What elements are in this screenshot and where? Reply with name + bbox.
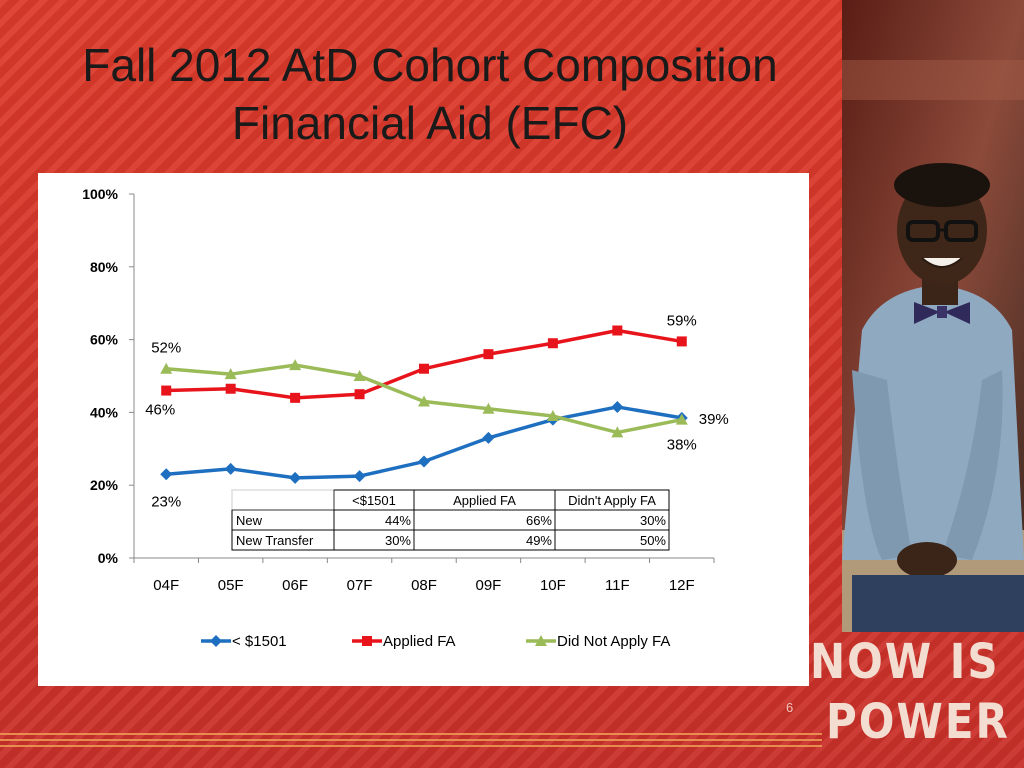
data-table-value: New (236, 513, 263, 528)
data-point-series-1 (354, 389, 365, 400)
data-point-series-1 (419, 363, 429, 374)
title-line-1: Fall 2012 AtD Cohort Composition (82, 39, 778, 91)
y-tick-label: 20% (90, 477, 119, 493)
y-tick-label: 0% (98, 550, 119, 566)
data-point-series-0 (611, 400, 624, 413)
data-point-series-2 (224, 368, 237, 380)
y-tick-label: 100% (82, 186, 118, 202)
title-line-2: Financial Aid (EFC) (231, 97, 629, 149)
data-table-value: New Transfer (236, 533, 314, 548)
data-point-series-0 (224, 462, 237, 475)
data-point-series-1 (547, 338, 558, 349)
y-tick-label: 40% (90, 404, 119, 420)
data-point-series-1 (161, 385, 172, 396)
legend-label: Did Not Apply FA (557, 633, 670, 650)
line-chart: 0% 20% 40% 60% 80% 100% 04F 05F 06F 07F 08F 09F 10F 1… (82, 186, 729, 650)
data-table-value: 30% (640, 513, 666, 528)
data-point-series-2 (160, 362, 173, 374)
x-tick-label: 10F (540, 577, 566, 594)
data-table-header: Applied FA (453, 493, 516, 508)
data-point-series-1 (483, 349, 494, 360)
data-point-series-0 (482, 431, 495, 444)
x-tick-label: 12F (669, 577, 695, 594)
footer-decoration (0, 733, 822, 749)
data-point-series-1 (676, 336, 687, 347)
data-point-series-2 (611, 426, 624, 438)
legend-marker (362, 636, 372, 646)
data-point-series-1 (290, 392, 301, 403)
data-point-series-0 (418, 455, 430, 468)
logo-text-line-1: NOW IS (810, 633, 1000, 690)
logo-text-line-2: POWER (826, 693, 1010, 750)
data-table-cell (554, 529, 670, 551)
data-table-value: 49% (526, 533, 552, 548)
data-table-value: 30% (385, 533, 411, 548)
x-tick-label: 05F (218, 577, 244, 594)
student-photo-illustration (842, 0, 1024, 632)
student-photo (842, 0, 1024, 632)
data-table-header: Didn't Apply FA (568, 493, 656, 508)
data-point-series-0 (289, 471, 302, 484)
data-label: 59% (667, 312, 697, 329)
data-table-value: 66% (526, 513, 552, 528)
chart-panel: 0% 20% 40% 60% 80% 100% 04F 05F 06F 07F 08F 09F 10F 1… (38, 173, 809, 686)
data-point-series-2 (675, 413, 688, 425)
data-point-series-1 (612, 325, 623, 336)
data-point-series-2 (546, 410, 559, 422)
y-tick-label: 60% (90, 332, 119, 348)
data-point-series-2 (353, 370, 366, 381)
data-label: 52% (151, 340, 181, 357)
data-table-header: <$1501 (352, 493, 396, 508)
data-point-series-1 (225, 383, 236, 394)
data-point-series-0 (353, 470, 366, 483)
slide-number: 6 (786, 700, 794, 715)
x-tick-label: 06F (282, 577, 308, 594)
x-tick-label: 11F (605, 577, 630, 594)
x-tick-label: 09F (476, 577, 502, 594)
y-tick-label: 80% (90, 259, 119, 275)
data-label: 23% (151, 493, 181, 510)
x-tick-label: 08F (411, 577, 437, 594)
data-point-series-2 (289, 359, 302, 371)
legend-marker (210, 635, 222, 647)
slide-title: Fall 2012 AtD Cohort Composition Financi… (20, 36, 840, 152)
data-point-series-2 (418, 395, 430, 407)
x-tick-label: 07F (347, 577, 373, 594)
legend-label: < $1501 (232, 633, 287, 650)
data-table-value: 44% (385, 513, 411, 528)
data-label: 38% (667, 437, 697, 454)
legend-marker (535, 635, 547, 646)
data-point-series-2 (482, 402, 495, 414)
data-label: 46% (145, 402, 175, 419)
legend-label: Applied FA (383, 633, 456, 650)
x-tick-label: 04F (153, 577, 179, 594)
data-label: 39% (699, 411, 729, 428)
data-table-value: 50% (640, 533, 666, 548)
data-point-series-0 (160, 468, 173, 481)
